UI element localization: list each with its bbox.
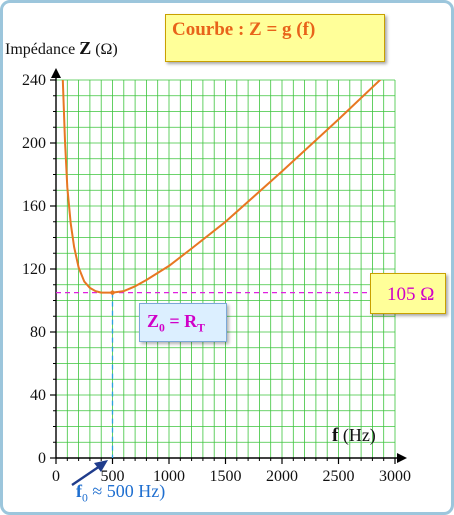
- y-tick-label: 40: [30, 387, 46, 404]
- chart-title-text: Courbe : Z = g (f): [172, 19, 316, 40]
- x-axis-label-symbol: f: [332, 425, 339, 446]
- f0-arrow-head: [94, 460, 108, 472]
- x-axis-label: f (Hz): [332, 425, 376, 447]
- y-tick-label: 80: [30, 324, 46, 341]
- x-tick-label: 1500: [210, 468, 242, 485]
- x-tick-label: 500: [101, 468, 125, 485]
- impedance-value-label: 105 Ω: [370, 273, 446, 314]
- x-tick-label: 2500: [323, 468, 355, 485]
- f0-rest: ≈ 500 Hz): [87, 481, 166, 501]
- x-tick-label: 0: [52, 468, 60, 485]
- x-tick-label: 3000: [379, 468, 411, 485]
- y-axis-label-unit: (Ω): [95, 41, 118, 58]
- y-tick-label: 240: [22, 72, 46, 89]
- f0-sub: 0: [82, 491, 88, 505]
- minimum-point: [110, 290, 115, 295]
- x-axis-label-unit: (Hz): [342, 425, 376, 445]
- x-tick-label: 2000: [266, 468, 298, 485]
- f0-main: f: [76, 481, 82, 501]
- chart-title: Courbe : Z = g (f): [165, 14, 385, 62]
- y-axis-label: Impédance Z (Ω): [5, 38, 118, 59]
- impedance-value-text: 105 Ω: [387, 284, 435, 305]
- z0-sub2: T: [197, 321, 205, 335]
- y-axis-label-symbol: Z: [79, 38, 92, 58]
- z0-sub: 0: [159, 321, 165, 335]
- y-axis-label-prefix: Impédance: [5, 41, 76, 58]
- z0-annotation: Z0 = RT: [139, 303, 227, 342]
- y-axis-arrow: [51, 68, 61, 78]
- y-tick-label: 160: [22, 198, 46, 215]
- z0-rest: = R: [164, 311, 198, 331]
- x-axis-arrow: [397, 453, 407, 463]
- f0-arrow-shaft: [71, 465, 101, 486]
- x-tick-label: 1000: [153, 468, 185, 485]
- y-tick-label: 200: [22, 135, 46, 152]
- impedance-curve: [61, 80, 382, 294]
- y-tick-label: 120: [22, 261, 46, 278]
- z0-main: Z: [147, 311, 160, 331]
- y-tick-label: 0: [38, 450, 46, 467]
- f0-annotation: f0 ≈ 500 Hz): [76, 481, 165, 505]
